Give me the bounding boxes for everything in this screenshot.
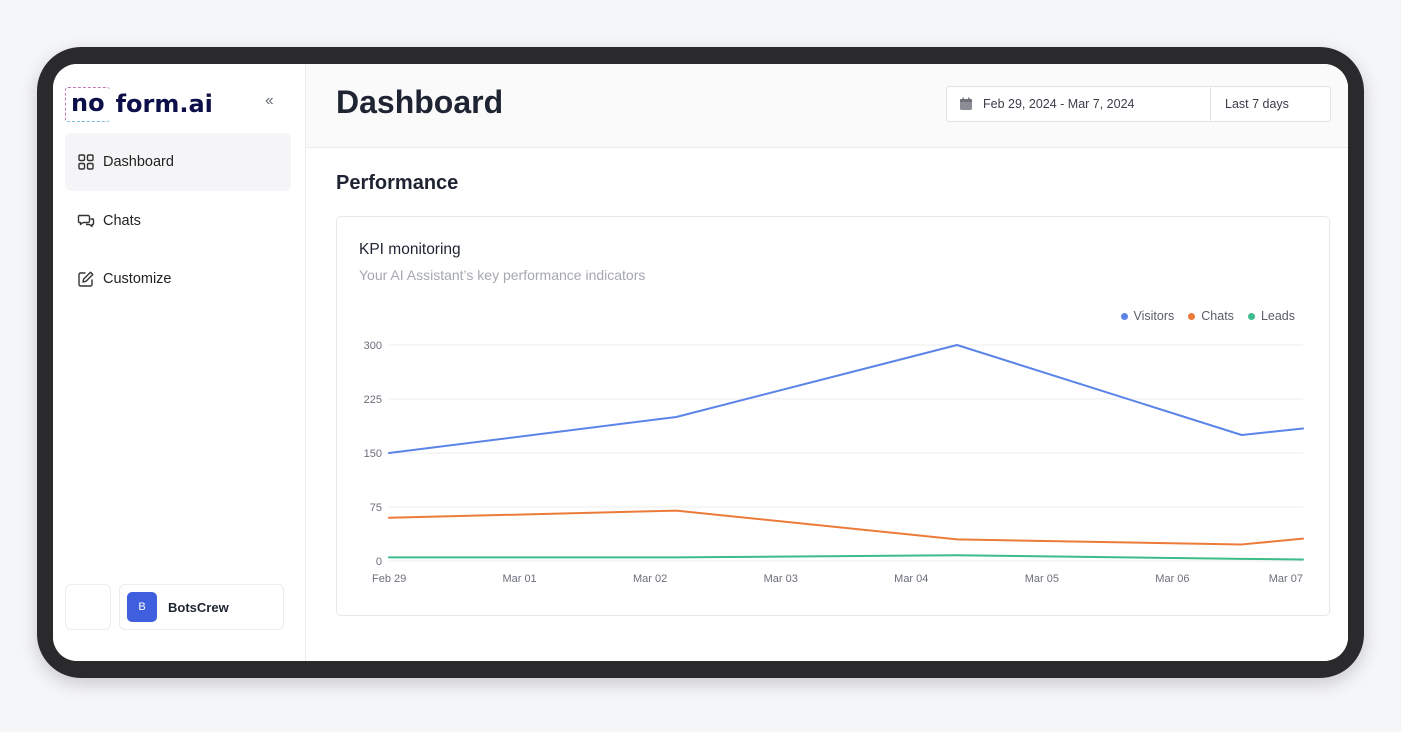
main-content: Dashboard Feb 29, 2024 - Mar 7, 2024 [306,64,1348,661]
sidebar-item-label: Chats [103,212,141,229]
chat-icon [77,212,95,230]
legend-item-chats[interactable]: Chats [1188,309,1234,323]
data-point-chats[interactable] [1300,536,1306,542]
section-title: Performance [336,172,459,194]
edit-icon [77,270,95,288]
x-tick-label: Mar 07 [1269,573,1303,585]
sidebar: no form.ai ‹‹ Dashboard [53,64,306,661]
y-tick-label: 75 [370,502,382,514]
calendar-icon [959,97,973,111]
legend-label: Chats [1201,309,1234,323]
data-point-leads[interactable] [673,554,679,560]
account-secondary-button[interactable] [65,584,111,630]
app-screen: no form.ai ‹‹ Dashboard [53,64,1348,661]
collapse-sidebar-icon[interactable]: ‹‹ [265,92,274,109]
x-tick-label: Mar 01 [502,573,536,585]
date-range-button[interactable]: Feb 29, 2024 - Mar 7, 2024 [947,87,1211,121]
legend-dot [1188,312,1196,320]
x-tick-label: Mar 05 [1025,573,1059,585]
data-point-chats[interactable] [386,515,392,521]
data-point-visitors[interactable] [954,342,960,348]
data-point-chats[interactable] [1239,541,1245,547]
x-tick-label: Feb 29 [372,573,406,585]
grid-icon [77,153,95,171]
y-tick-label: 300 [364,340,382,352]
y-tick-label: 0 [376,556,382,568]
page-title: Dashboard [336,84,504,120]
sidebar-item-customize[interactable]: Customize [65,250,291,308]
data-point-visitors[interactable] [673,414,679,420]
data-point-leads[interactable] [386,554,392,560]
data-point-chats[interactable] [954,536,960,542]
logo-part-form: form.ai [115,90,213,118]
legend-label: Leads [1260,309,1295,323]
date-range-picker: Feb 29, 2024 - Mar 7, 2024 Last 7 days [946,86,1331,122]
sidebar-nav: Dashboard Chats [65,133,291,309]
kpi-line-chart: 0 75 150 225 300 Feb 29 Mar 01 Mar 02 Mar 03 Mar … [364,340,1306,585]
legend-dot [1120,312,1128,320]
account-switcher[interactable]: B BotsCrew [119,584,284,630]
data-point-visitors[interactable] [386,450,392,456]
sidebar-item-label: Dashboard [103,154,174,170]
legend-dot [1247,312,1255,320]
data-point-visitors[interactable] [1300,426,1306,432]
data-point-leads[interactable] [1300,557,1306,563]
x-tick-label: Mar 03 [764,573,798,585]
data-point-visitors[interactable] [1239,432,1245,438]
logo[interactable]: no form.ai [65,84,213,124]
chart-legend: Visitors Chats Leads [1120,309,1295,323]
legend-label: Visitors [1133,309,1175,323]
kpi-card: KPI monitoring Your AI Assistant’s key p… [336,216,1330,616]
card-title: KPI monitoring [359,241,461,258]
y-tick-label: 225 [364,394,382,406]
sidebar-item-dashboard[interactable]: Dashboard [65,133,291,191]
logo-part-no: no [65,86,110,122]
series-line-leads[interactable] [388,554,1304,561]
x-tick-label: Mar 02 [633,573,667,585]
avatar: B [127,592,157,622]
series-line-chats[interactable] [388,509,1304,546]
card-subtitle: Your AI Assistant’s key performance indi… [359,267,646,283]
device-frame: no form.ai ‹‹ Dashboard [37,47,1364,678]
period-select[interactable]: Last 7 days [1225,97,1289,111]
legend-item-leads[interactable]: Leads [1247,309,1295,323]
data-point-leads[interactable] [1239,556,1245,562]
x-tick-label: Mar 06 [1155,573,1189,585]
series-line-visitors[interactable] [388,344,1304,454]
date-range-text: Feb 29, 2024 - Mar 7, 2024 [983,97,1135,111]
y-tick-label: 150 [364,448,382,460]
legend-item-visitors[interactable]: Visitors [1120,309,1175,323]
data-point-leads[interactable] [954,552,960,558]
sidebar-item-label: Customize [103,271,172,287]
sidebar-item-chats[interactable]: Chats [65,192,291,250]
x-tick-label: Mar 04 [894,573,928,585]
account-area: B BotsCrew [65,584,284,630]
page-header: Dashboard Feb 29, 2024 - Mar 7, 2024 [306,64,1348,148]
account-name: BotsCrew [168,599,229,615]
data-point-chats[interactable] [673,508,679,514]
